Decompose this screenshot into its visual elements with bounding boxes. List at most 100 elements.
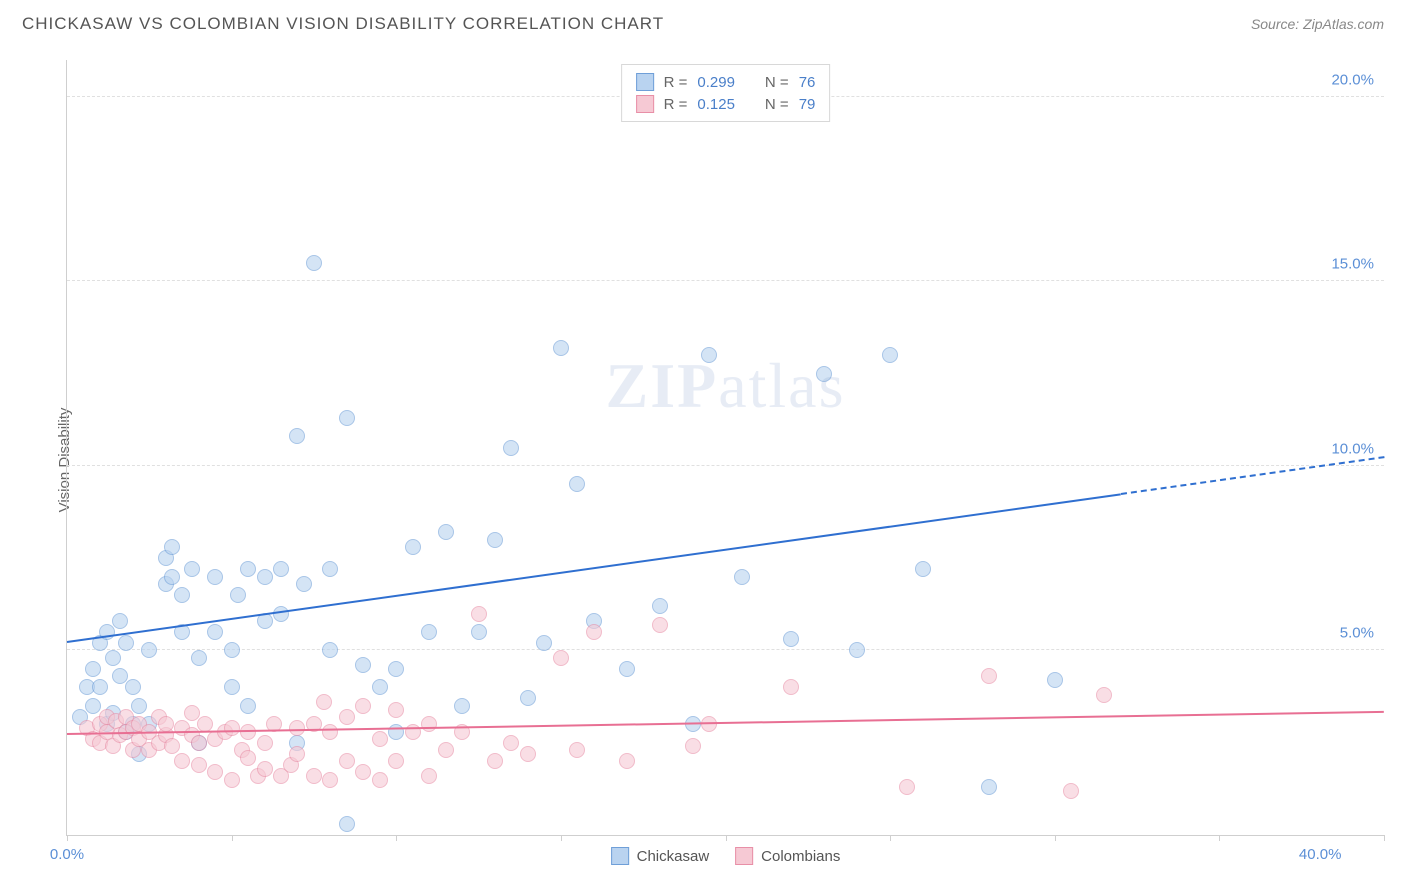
scatter-point-chickasaw <box>438 524 454 540</box>
n-key: N = <box>765 74 789 91</box>
scatter-point-colombians <box>783 679 799 695</box>
scatter-point-colombians <box>191 735 207 751</box>
scatter-point-chickasaw <box>454 698 470 714</box>
scatter-point-colombians <box>257 761 273 777</box>
scatter-point-colombians <box>619 753 635 769</box>
scatter-point-chickasaw <box>339 410 355 426</box>
scatter-point-chickasaw <box>289 428 305 444</box>
x-tick <box>890 835 891 841</box>
scatter-point-chickasaw <box>240 698 256 714</box>
scatter-point-chickasaw <box>224 679 240 695</box>
scatter-point-chickasaw <box>230 587 246 603</box>
scatter-point-colombians <box>388 702 404 718</box>
scatter-point-chickasaw <box>1047 672 1063 688</box>
n-value-colombians: 79 <box>799 96 816 113</box>
scatter-point-chickasaw <box>816 366 832 382</box>
scatter-point-chickasaw <box>105 650 121 666</box>
scatter-point-chickasaw <box>553 340 569 356</box>
scatter-point-chickasaw <box>619 661 635 677</box>
scatter-point-colombians <box>685 738 701 754</box>
scatter-point-chickasaw <box>296 576 312 592</box>
scatter-point-colombians <box>1096 687 1112 703</box>
scatter-point-chickasaw <box>388 661 404 677</box>
scatter-point-colombians <box>388 753 404 769</box>
scatter-point-chickasaw <box>734 569 750 585</box>
scatter-point-colombians <box>240 750 256 766</box>
watermark-part2: atlas <box>718 350 845 421</box>
scatter-point-colombians <box>355 764 371 780</box>
scatter-point-colombians <box>487 753 503 769</box>
scatter-point-colombians <box>339 709 355 725</box>
grid-line <box>67 465 1384 466</box>
y-tick-label: 10.0% <box>1331 440 1374 457</box>
scatter-point-colombians <box>553 650 569 666</box>
scatter-point-colombians <box>405 724 421 740</box>
scatter-point-chickasaw <box>164 539 180 555</box>
legend-row-colombians: R = 0.125 N = 79 <box>636 93 816 115</box>
x-tick <box>726 835 727 841</box>
scatter-point-chickasaw <box>322 642 338 658</box>
x-tick <box>396 835 397 841</box>
scatter-point-chickasaw <box>141 642 157 658</box>
scatter-point-chickasaw <box>388 724 404 740</box>
x-tick <box>1219 835 1220 841</box>
legend-label-colombians: Colombians <box>761 848 840 865</box>
y-tick-label: 20.0% <box>1331 71 1374 88</box>
scatter-point-chickasaw <box>981 779 997 795</box>
scatter-point-chickasaw <box>191 650 207 666</box>
legend-item-colombians: Colombians <box>735 847 840 865</box>
grid-line <box>67 649 1384 650</box>
chart-title: CHICKASAW VS COLOMBIAN VISION DISABILITY… <box>22 14 664 34</box>
scatter-point-chickasaw <box>471 624 487 640</box>
scatter-point-colombians <box>322 724 338 740</box>
scatter-point-chickasaw <box>184 561 200 577</box>
x-tick-label: 40.0% <box>1299 846 1342 863</box>
scatter-point-chickasaw <box>536 635 552 651</box>
n-value-chickasaw: 76 <box>799 74 816 91</box>
scatter-point-chickasaw <box>652 598 668 614</box>
scatter-point-chickasaw <box>207 624 223 640</box>
x-tick <box>232 835 233 841</box>
y-tick-label: 5.0% <box>1340 625 1374 642</box>
scatter-point-colombians <box>322 772 338 788</box>
scatter-point-chickasaw <box>849 642 865 658</box>
scatter-point-chickasaw <box>701 347 717 363</box>
x-tick <box>1384 835 1385 841</box>
scatter-point-chickasaw <box>306 255 322 271</box>
scatter-point-chickasaw <box>131 698 147 714</box>
header: CHICKASAW VS COLOMBIAN VISION DISABILITY… <box>0 0 1406 44</box>
scatter-point-chickasaw <box>174 587 190 603</box>
scatter-point-chickasaw <box>224 642 240 658</box>
scatter-point-colombians <box>158 716 174 732</box>
scatter-point-colombians <box>372 772 388 788</box>
scatter-point-colombians <box>164 738 180 754</box>
scatter-point-colombians <box>339 753 355 769</box>
scatter-point-colombians <box>257 735 273 751</box>
correlation-legend: R = 0.299 N = 76 R = 0.125 N = 79 <box>621 64 831 122</box>
swatch-chickasaw-bottom <box>611 847 629 865</box>
scatter-point-chickasaw <box>372 679 388 695</box>
x-tick <box>67 835 68 841</box>
scatter-point-chickasaw <box>503 440 519 456</box>
source-attribution: Source: ZipAtlas.com <box>1251 16 1384 32</box>
scatter-point-colombians <box>503 735 519 751</box>
r-value-chickasaw: 0.299 <box>697 74 735 91</box>
scatter-point-chickasaw <box>569 476 585 492</box>
legend-label-chickasaw: Chickasaw <box>637 848 710 865</box>
scatter-point-chickasaw <box>487 532 503 548</box>
r-key: R = <box>664 96 688 113</box>
x-tick-label: 0.0% <box>50 846 84 863</box>
scatter-point-colombians <box>569 742 585 758</box>
r-key: R = <box>664 74 688 91</box>
regression-dash-chickasaw <box>1120 457 1384 496</box>
scatter-point-colombians <box>520 746 536 762</box>
x-tick <box>1055 835 1056 841</box>
scatter-point-chickasaw <box>882 347 898 363</box>
scatter-point-colombians <box>289 720 305 736</box>
scatter-point-colombians <box>174 753 190 769</box>
scatter-point-chickasaw <box>125 679 141 695</box>
scatter-point-chickasaw <box>85 661 101 677</box>
scatter-point-colombians <box>421 768 437 784</box>
scatter-point-chickasaw <box>355 657 371 673</box>
r-value-colombians: 0.125 <box>697 96 735 113</box>
